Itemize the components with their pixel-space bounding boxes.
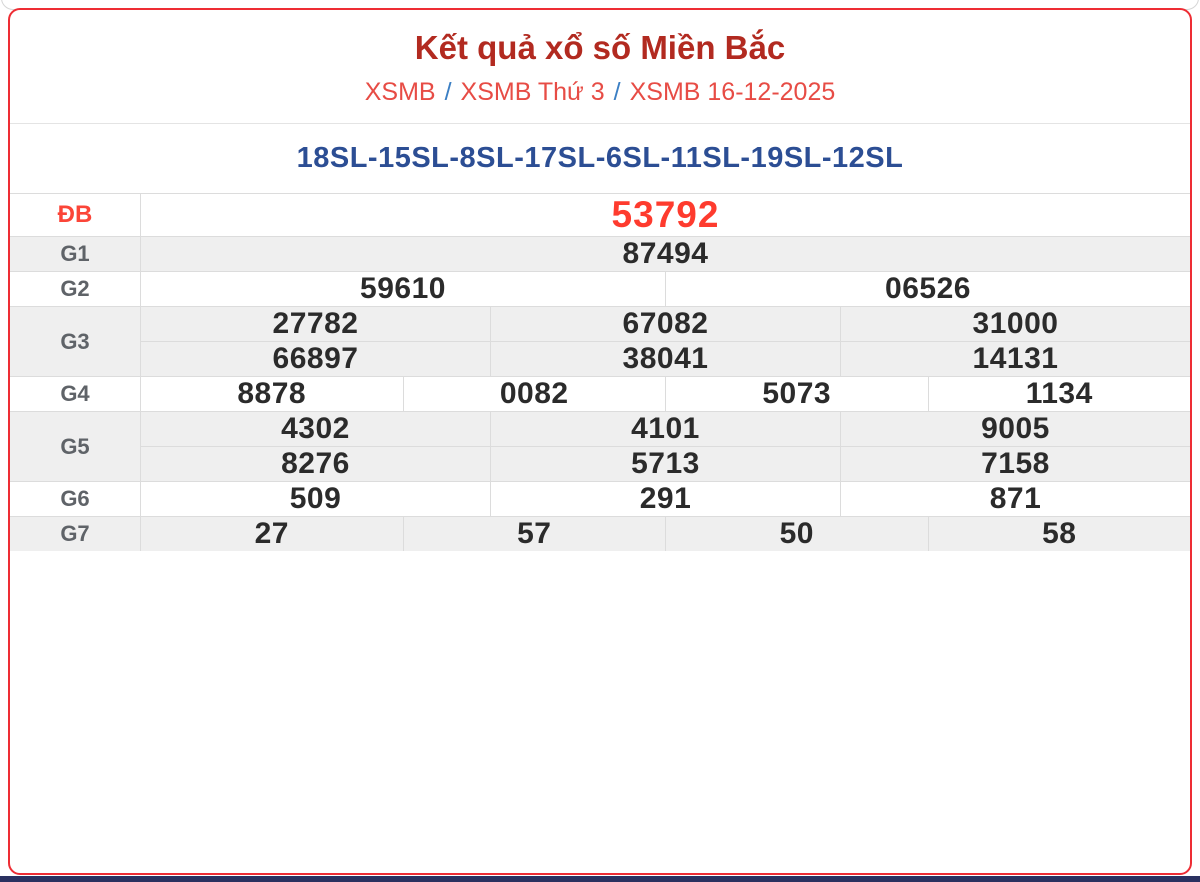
- prize-row-g5: G5 4302 4101 9005 8276 5713 7158: [10, 411, 1190, 481]
- lottery-result-card: Kết quả xổ số Miền Bắc XSMB / XSMB Thứ 3/X…: [8, 8, 1192, 875]
- prize-row-g6: G6 509 291 871: [10, 481, 1190, 516]
- page-title: Kết quả xổ số Miền Bắc: [414, 29, 786, 66]
- prize-value-cell: 87494: [622, 237, 709, 270]
- prize-value-cell: 31000: [840, 307, 1190, 341]
- prize-value-cell: 291: [490, 482, 840, 516]
- prize-label-g6: G6: [10, 482, 141, 516]
- prize-value-cell: 7158: [840, 447, 1190, 481]
- prize-value-cell: 8878: [237, 377, 307, 410]
- prize-label-g7: G7: [10, 517, 141, 551]
- prize-value-cell: 0082: [402, 377, 666, 411]
- prize-value-cell: 14131: [840, 342, 1190, 376]
- prize-label-g5: G5: [10, 412, 141, 481]
- prize-value-cell: 59610: [360, 272, 446, 305]
- prize-label-g2: G2: [10, 272, 141, 306]
- prize-row-g3: G3 27782 67082 31000 66897 38041 14131: [10, 306, 1190, 376]
- prize-value-cell: 66897: [272, 342, 359, 375]
- prize-row-g7: G7 27 57 50 58: [10, 516, 1190, 551]
- prize-row-g4: G4 8878 0082 5073 1134: [10, 376, 1190, 411]
- prize-label-g4: G4: [10, 377, 141, 411]
- card-header: Kết quả xổ số Miền Bắc XSMB / XSMB Thứ 3/X…: [10, 10, 1190, 123]
- prize-value-cell: 27: [254, 517, 289, 550]
- prize-row-db: ĐB 53792: [10, 194, 1190, 236]
- prize-label-g1: G1: [10, 237, 141, 271]
- breadcrumb-link-xsmb[interactable]: XSMB: [364, 78, 436, 106]
- prize-table: ĐB 53792 G1 87494 G2: [10, 193, 1190, 551]
- prize-value-cell: 58: [927, 517, 1191, 551]
- breadcrumb-link-xsmb-date[interactable]: XSMB 16-12-2025: [629, 78, 836, 106]
- prize-label-g3: G3: [10, 307, 141, 376]
- prize-value-cell: 509: [289, 482, 342, 515]
- prize-label-db: ĐB: [10, 194, 141, 236]
- prize-value-cell-db: 53792: [611, 194, 720, 235]
- loto-summary-line: 18SL-15SL-8SL-17SL-6SL-11SL-19SL-12SL: [10, 123, 1190, 193]
- prize-row-g2: G2 59610 06526: [10, 271, 1190, 306]
- prize-value-cell: 5073: [665, 377, 928, 411]
- breadcrumb-separator: /: [444, 78, 452, 106]
- prize-value-cell: 50: [665, 517, 928, 551]
- prize-row-g1: G1 87494: [10, 236, 1190, 271]
- prize-value-cell: 27782: [272, 307, 359, 340]
- prize-value-cell: 67082: [490, 307, 840, 341]
- prize-value-cell: 871: [840, 482, 1190, 516]
- prize-value-cell: 38041: [490, 342, 840, 376]
- bottom-accent-bar: [0, 876, 1200, 882]
- breadcrumb-link-xsmb-weekday[interactable]: XSMB Thứ 3: [460, 78, 605, 106]
- breadcrumb: XSMB / XSMB Thứ 3 / XSMB 16-12-2025: [10, 78, 1190, 107]
- prize-value-cell: 4302: [281, 412, 350, 445]
- prize-value-cell: 06526: [665, 272, 1190, 306]
- breadcrumb-separator: /: [613, 78, 621, 106]
- prize-value-cell: 9005: [840, 412, 1190, 446]
- prize-value-cell: 5713: [490, 447, 840, 481]
- prize-value-cell: 57: [402, 517, 666, 551]
- prize-value-cell: 4101: [490, 412, 840, 446]
- prize-value-cell: 1134: [927, 377, 1191, 411]
- prize-value-cell: 8276: [281, 447, 350, 480]
